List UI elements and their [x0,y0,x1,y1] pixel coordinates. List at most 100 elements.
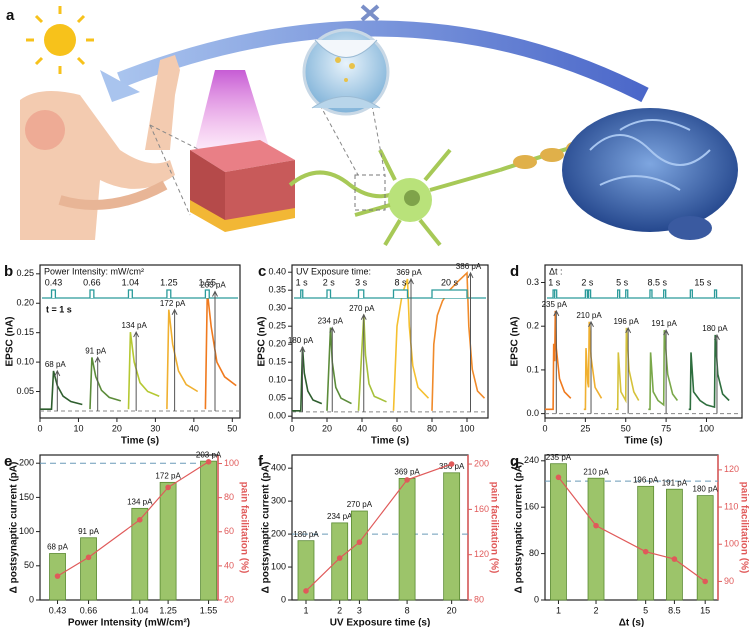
peak-arrow [663,329,670,414]
brain [562,108,738,240]
blocked-mark [360,4,380,22]
x-tick-label: 20 [112,423,122,433]
zoom-line [149,124,201,216]
peak-label: 134 pA [121,321,147,330]
uv-beam [195,70,270,150]
point [404,477,410,483]
stimulus-pulse [649,289,653,298]
stimulus-label: 15 s [694,277,712,287]
x-tick-label: 1.04 [131,605,149,615]
stimulus-pulse [50,289,57,298]
x-tick-label: 15 [700,605,710,615]
trace [89,357,122,410]
bar [550,463,567,601]
peak-label: 270 pA [349,304,375,313]
x-tick-label: 50 [227,423,237,433]
peak-label: 68 pA [45,360,67,369]
x-tick-label: 1 [303,605,308,615]
peak-arrow [625,326,632,414]
stimulus-label: 1.55 [199,277,217,287]
plot-frame [291,264,489,419]
x-tick-label: 60 [392,423,402,433]
bar [587,477,605,601]
y-tick-label: 0 [281,594,286,604]
point [671,556,678,562]
bar [637,485,655,601]
stimulus-label: 2 s [581,277,594,287]
bar [159,481,177,601]
point [336,555,343,561]
bar [131,507,149,601]
peak-label: 386 pA [456,262,482,271]
panel-1: c 0 20 40 60 80 100 0.00 0.05 0.10 0.15 0.20 0.25 0.3… [257,262,489,447]
y2-tick-label: 120 [724,464,739,474]
stimulus-label: 8 s [394,277,407,287]
peak-arrow [133,330,140,411]
x-tick-label: 50 [621,423,631,433]
peak-arrow [329,326,336,412]
peak-label: 210 pA [576,311,602,320]
y2-axis-label: pain facilitation (%) [738,482,749,574]
point [702,578,708,585]
stimulus-pulse [625,289,629,298]
plot-frame [544,264,743,419]
y-axis-label: Δ postsynaptic current (pA) [514,462,525,594]
peak-label: 235 pA [542,300,568,309]
y-tick-label: 0.1 [526,364,539,374]
synapse [302,28,390,116]
y2-axis-label: pain facilitation (%) [488,482,499,574]
bar-label: 91 pA [78,527,100,536]
stimulus-pulse [326,289,332,298]
stimulus-title: UV Exposure time: [296,266,371,276]
stimulus-pulse [713,289,718,298]
bar-label: 270 pA [347,500,373,509]
peak-arrow [94,356,101,411]
x-tick-label: 2 [337,605,342,615]
y2-tick-label: 120 [474,549,489,559]
x-tick-label: 8 [405,605,410,615]
peak-label: 180 pA [702,324,728,333]
y-tick-label: 0.15 [16,327,34,337]
panel-letter: c [258,263,266,280]
panel-letter: a [6,7,15,24]
x-tick-label: 0 [289,423,294,433]
trace [40,370,83,410]
bar-label: 210 pA [583,467,609,476]
bar [696,495,714,601]
stimulus-title: Δt : [549,266,563,276]
bar-label: 369 pA [394,468,420,477]
stimulus-label: 20 s [441,277,459,287]
bar-label: 196 pA [633,475,659,484]
peak-label: 196 pA [613,317,639,326]
x-axis-label: Time (s) [624,436,662,447]
x-tick-label: 1 [556,605,561,615]
bar [80,537,97,601]
point [642,548,649,555]
y-tick-label: 300 [271,496,286,506]
y-tick-label: 0.15 [268,357,286,367]
trace [616,327,640,411]
bar [331,522,349,601]
x-tick-label: 0.43 [49,605,67,615]
y-tick-label: 0.30 [268,303,286,313]
stimulus-pulse [663,289,667,298]
panel-5: g 1 2 5 8.5 15 0 80 160 240 Δt (s) Δ postsynaptic c… [510,453,749,627]
stimulus-pulse [554,289,558,298]
y-tick-label: 0.20 [16,298,34,308]
panel-letter: f [258,453,264,470]
y2-tick-label: 90 [724,576,734,586]
x-axis-label: UV Exposure time (s) [330,618,431,627]
y-tick-label: 0.35 [268,285,286,295]
trace [392,278,430,411]
x-tick-label: 30 [150,423,160,433]
x-tick-label: 25 [580,423,590,433]
panel-letter: e [4,453,12,470]
trace [688,334,730,411]
y-tick-label: 200 [19,458,34,468]
stimulus-label: 1.04 [122,277,140,287]
bar [200,460,217,601]
y-axis-label: EPSC (nA) [5,317,16,367]
stimulus-label: 0.43 [45,277,63,287]
bar-label: 180 pA [293,530,319,539]
